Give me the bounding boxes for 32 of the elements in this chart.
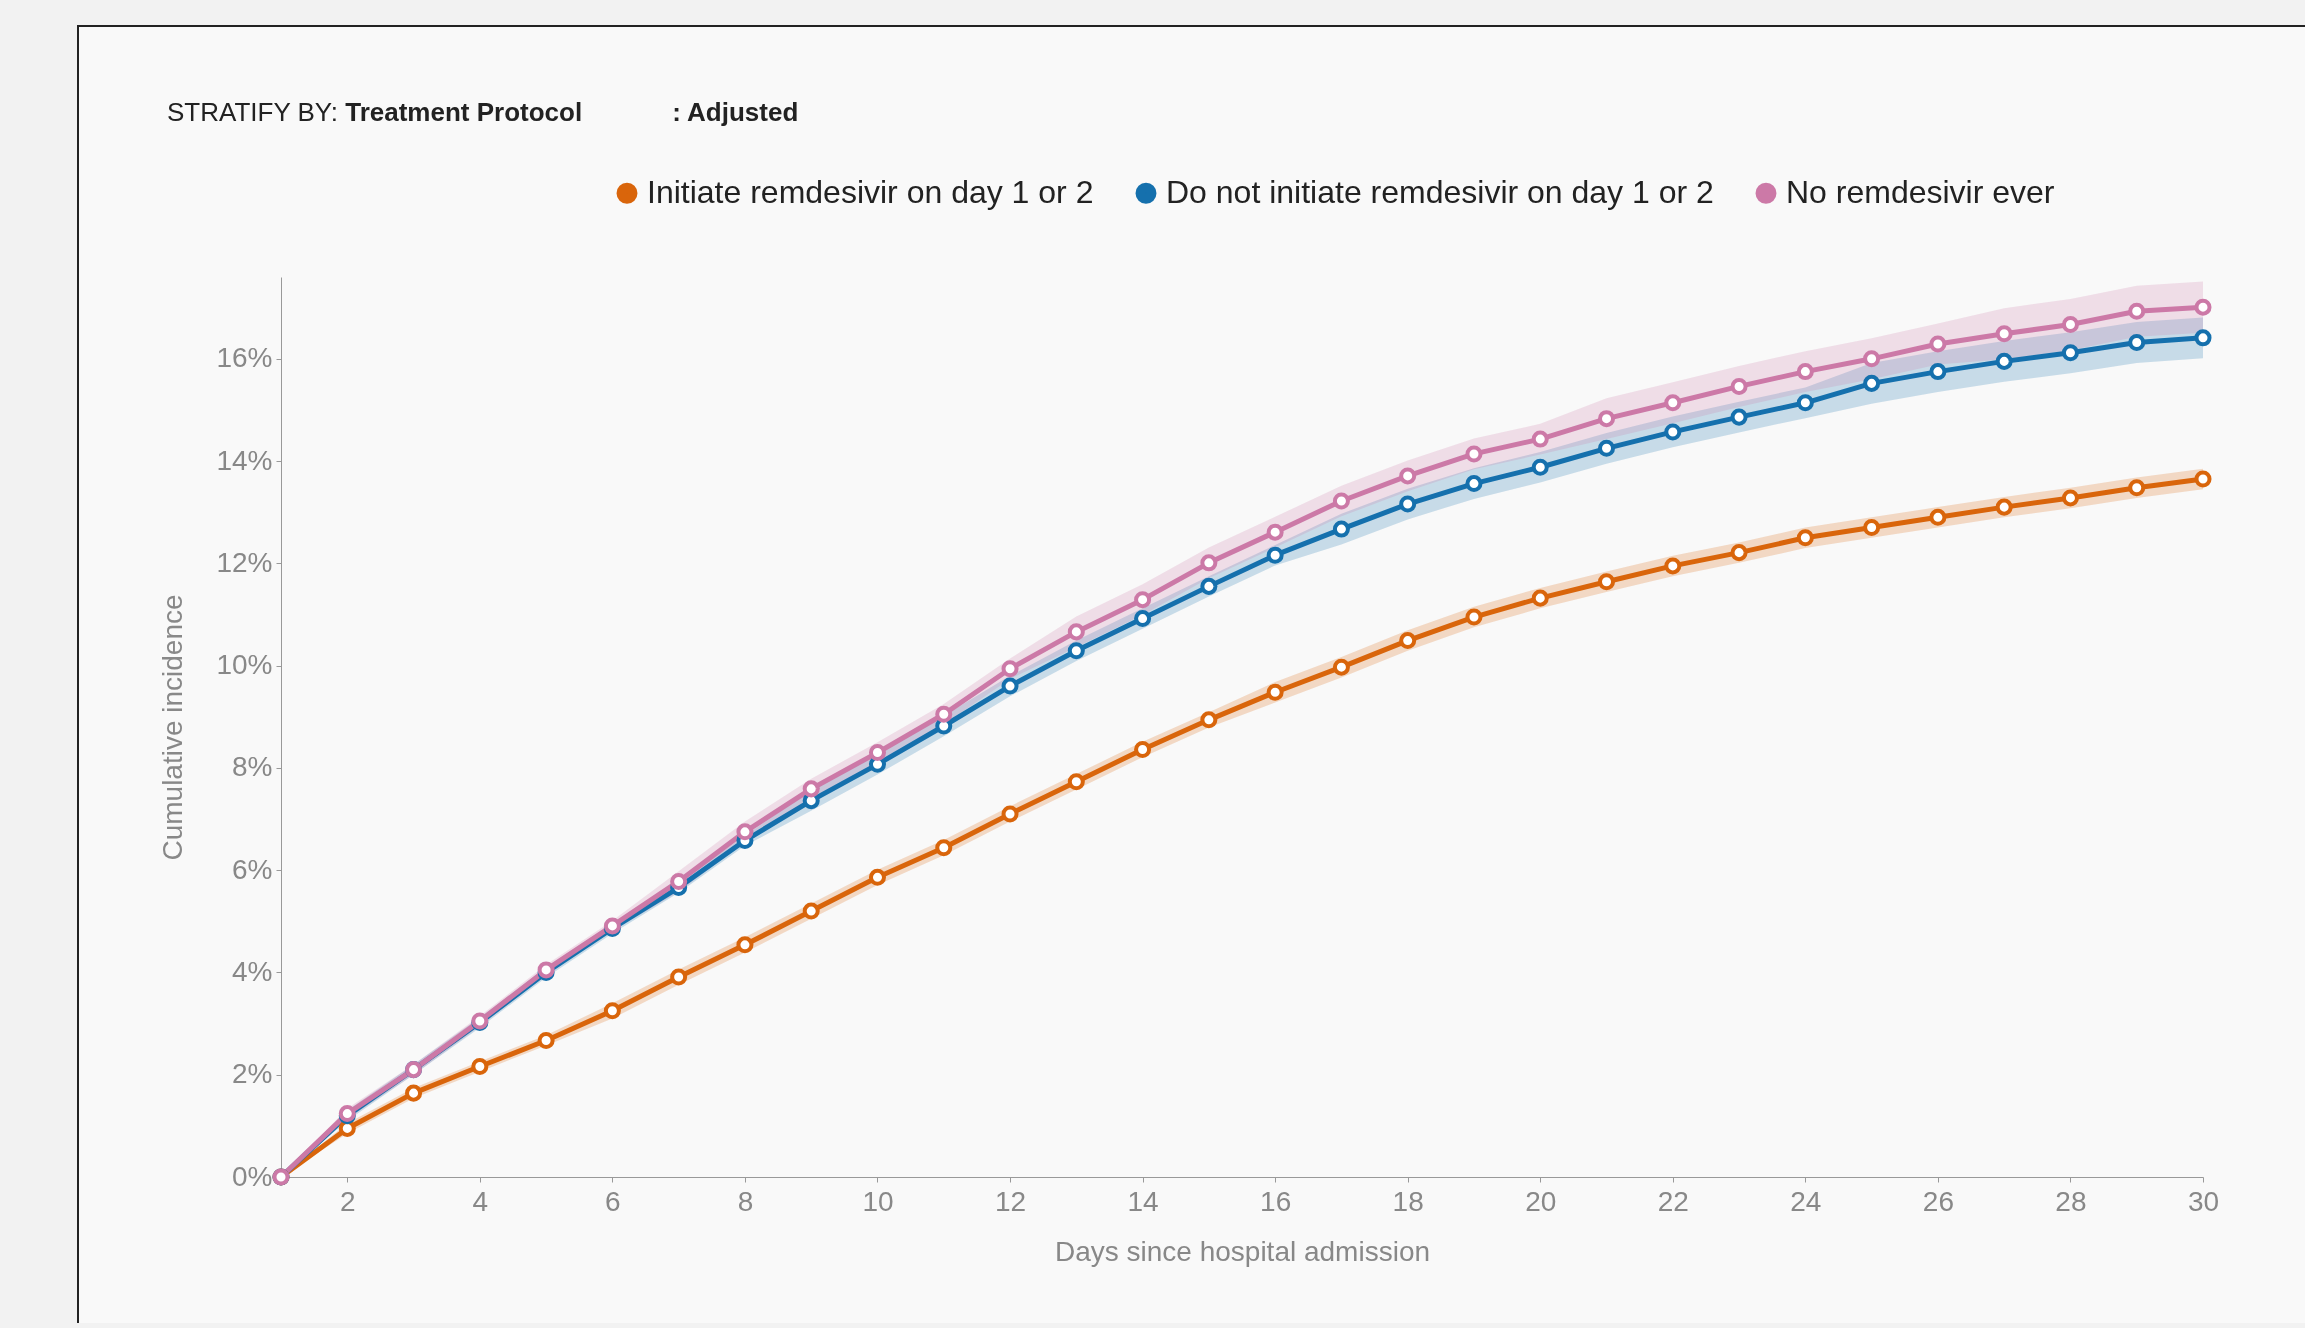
text: : Adjusted	[672, 97, 799, 127]
x-tick-label: 8	[737, 1185, 754, 1217]
chart-subtitle: Treatment Protocol	[345, 97, 583, 127]
x-tick-label: 16	[1260, 1185, 1292, 1217]
x-tick-label: 14	[1127, 1185, 1159, 1217]
y-tick-label: 8%	[232, 751, 273, 783]
x-tick-label: 6	[605, 1185, 621, 1217]
y-tick-label: 14%	[216, 444, 273, 476]
x-axis-title: Days since hospital admission	[1054, 1235, 1431, 1267]
x-tick-label: 18	[1392, 1185, 1424, 1217]
y-tick-label: 2%	[232, 1058, 273, 1090]
x-tick-label: 12	[994, 1185, 1027, 1217]
y-tick-label: 12%	[216, 546, 273, 578]
x-tick-label: 4	[472, 1185, 489, 1217]
y-tick-label: 0%	[232, 1160, 273, 1192]
legend-label: No remdesivir ever	[1786, 174, 2055, 211]
legend-label: Do not initiate remdesivir on day 1 or 2	[1166, 174, 1714, 211]
x-tick-label: 2	[339, 1185, 356, 1217]
y-tick-label: 16%	[216, 342, 273, 374]
legend-label: Initiate remdesivir on day 1 or 2	[647, 174, 1094, 211]
y-tick-label: 10%	[216, 649, 273, 681]
x-tick-label: 26	[1922, 1185, 1954, 1217]
y-tick-label: 4%	[232, 955, 273, 987]
y-axis-title: Cumulative incidence	[157, 594, 189, 861]
x-tick-label: 24	[1790, 1185, 1822, 1217]
y-tick-label: 6%	[232, 853, 273, 885]
x-tick-label: 30	[2187, 1185, 2220, 1217]
x-tick-label: 28	[2055, 1185, 2087, 1217]
x-tick-label: 22	[1657, 1185, 1689, 1217]
x-tick-label: 20	[1525, 1185, 1557, 1217]
chart-title: STRATIFY BY:	[167, 97, 338, 127]
x-tick-label: 10	[862, 1185, 894, 1217]
